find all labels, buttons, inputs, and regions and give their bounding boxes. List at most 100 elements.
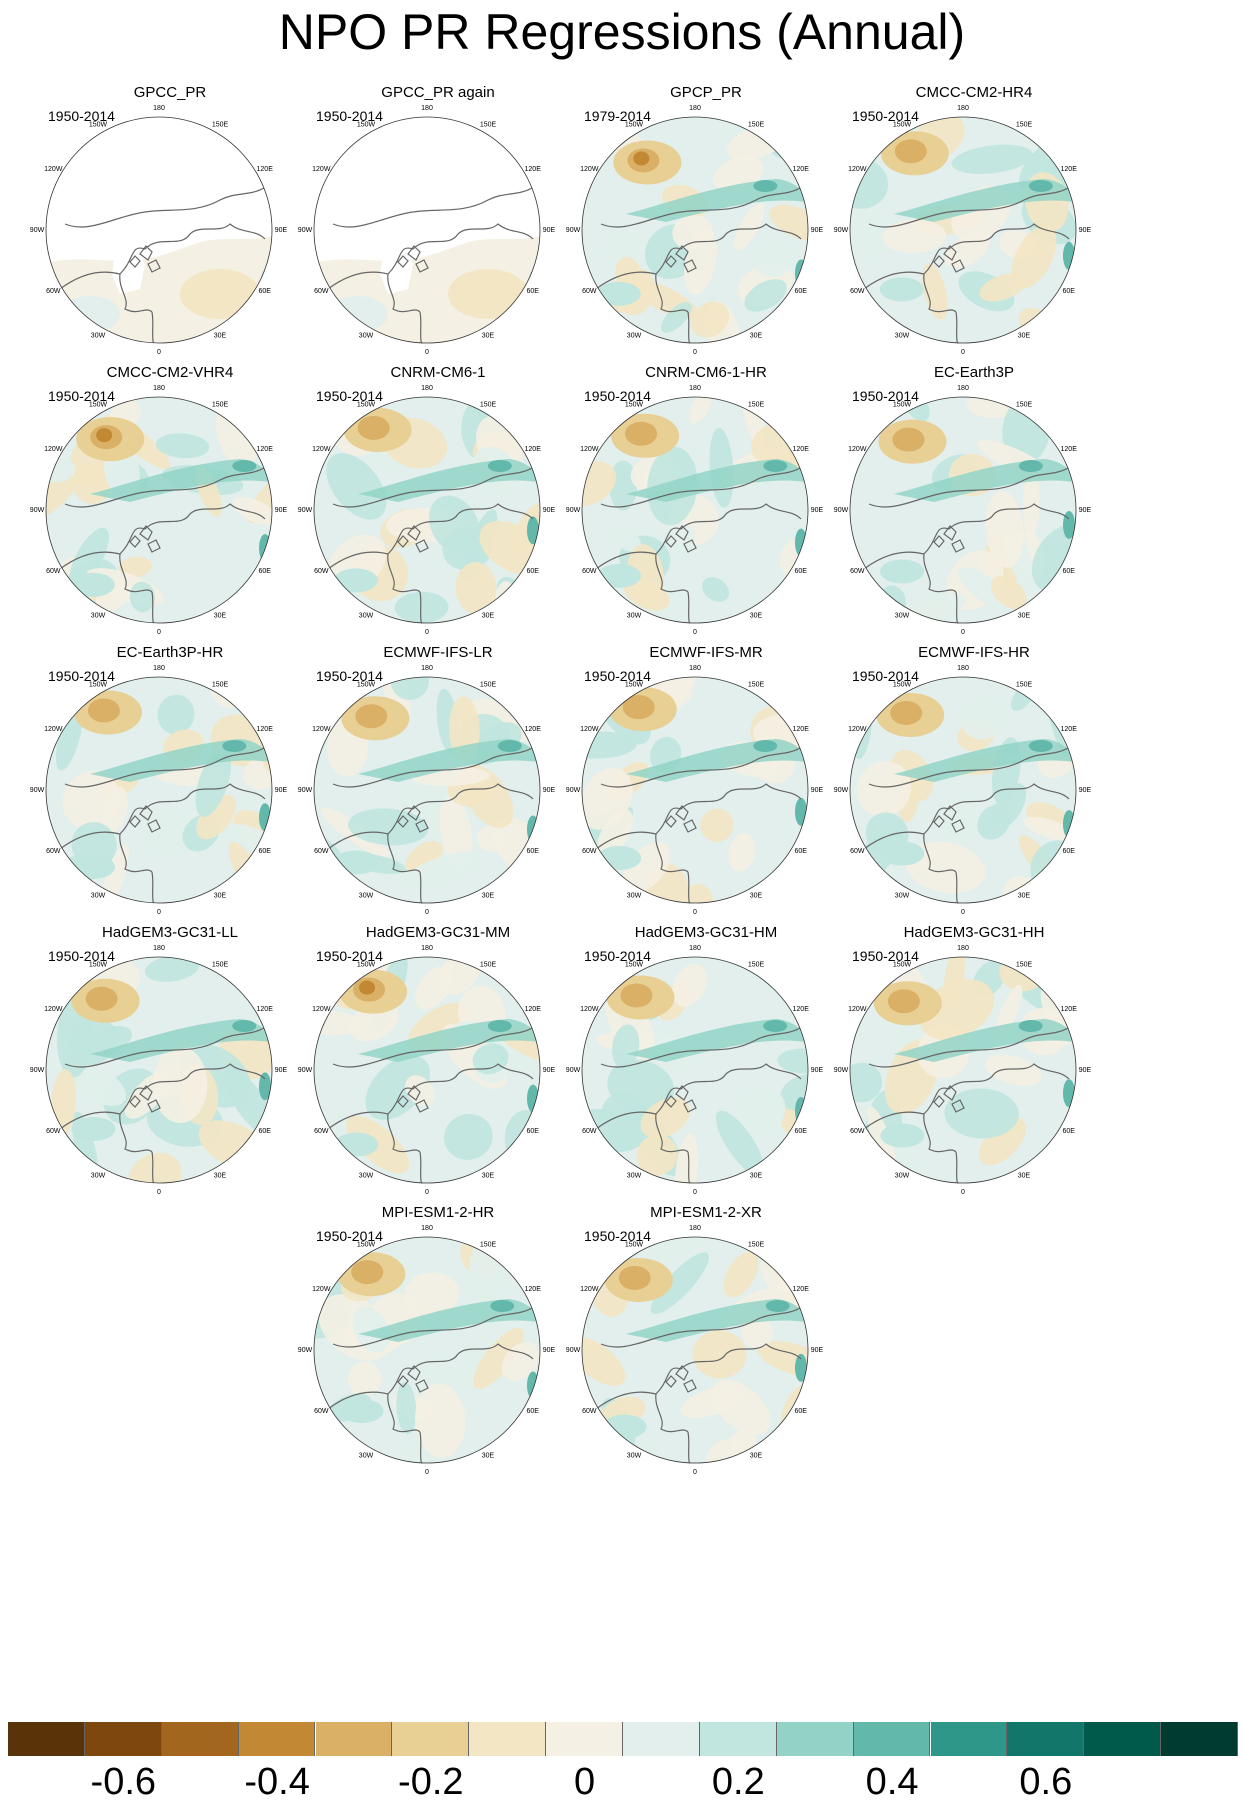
colorbar-swatch <box>238 1722 316 1756</box>
longitude-label: 150E <box>748 401 765 408</box>
panel-title: MPI-ESM1-2-XR <box>650 1204 762 1221</box>
longitude-label: 180 <box>957 385 969 392</box>
panel-title: CNRM-CM6-1 <box>390 364 486 381</box>
longitude-label: 60E <box>794 1408 807 1415</box>
polar-map: 180 150E 120E 90E 60E 30E 0 30W 60W 90W 120W 150W <box>298 105 556 356</box>
map-panel: ECMWF-IFS-MR 1950-2014 180 150E 120E 90E 60E 30… <box>556 644 856 964</box>
longitude-label: 120E <box>525 1286 542 1293</box>
panel-title: HadGEM3-GC31-MM <box>365 924 511 941</box>
longitude-label: 120E <box>525 726 542 733</box>
longitude-label: 30E <box>1018 1173 1031 1180</box>
longitude-label: 120E <box>525 166 542 173</box>
polar-map: 180 150E 120E 90E 60E 30E 0 30W 60W 90W 120W 150W <box>566 385 824 636</box>
panel-title: MPI-ESM1-2-HR <box>381 1204 495 1221</box>
longitude-label: 90E <box>1079 1067 1092 1074</box>
map-panel: EC-Earth3P 1950-2014 180 150E 120E 90E 60E 30E 0… <box>824 364 1124 684</box>
longitude-label: 0 <box>693 629 697 636</box>
longitude-label: 90E <box>1079 227 1092 234</box>
longitude-label: 30W <box>895 333 910 340</box>
longitude-label: 150E <box>480 961 497 968</box>
longitude-label: 180 <box>957 945 969 952</box>
longitude-label: 90E <box>275 227 288 234</box>
longitude-label: 30E <box>1018 893 1031 900</box>
longitude-label: 60W <box>582 568 597 575</box>
longitude-label: 60E <box>258 288 271 295</box>
map-panels-grid: GPCC_PR 1950-2014 180 150E 120E 90E 60E 30E 0 30W… <box>20 84 1124 1476</box>
colorbar-swatch <box>546 1722 623 1756</box>
polar-map: 180 150E 120E 90E 60E 30E 0 30W 60W 90W 120W 150W <box>834 105 1092 356</box>
longitude-label: 30E <box>750 1453 763 1460</box>
longitude-label: 30W <box>627 1453 642 1460</box>
longitude-label: 120E <box>257 1006 274 1013</box>
longitude-label: 0 <box>961 909 965 916</box>
longitude-label: 120W <box>44 166 63 173</box>
longitude-label: 150W <box>357 401 376 408</box>
polar-map: 180 150E 120E 90E 60E 30E 0 30W 60W 90W 120W 150W <box>566 105 824 356</box>
longitude-label: 90W <box>566 1347 581 1354</box>
map-boundary <box>849 116 1077 344</box>
longitude-label: 180 <box>153 945 165 952</box>
colorbar-swatch <box>469 1722 547 1756</box>
panel-period: 1950-2014 <box>48 668 115 684</box>
longitude-label: 60W <box>314 848 329 855</box>
longitude-label: 180 <box>957 105 969 112</box>
panel-period: 1950-2014 <box>852 948 919 964</box>
panel-period: 1950-2014 <box>48 108 115 124</box>
longitude-label: 60E <box>258 848 271 855</box>
panel-title: GPCC_PR again <box>381 84 495 101</box>
polar-map: 180 150E 120E 90E 60E 30E 0 30W 60W 90W 120W 150W <box>30 385 288 636</box>
longitude-label: 120W <box>580 726 599 733</box>
longitude-label: 90E <box>543 227 556 234</box>
longitude-label: 60E <box>258 1128 271 1135</box>
map-panel: GPCP_PR 1979-2014 180 150E 120E 90E 60E 30E 0 30W… <box>556 84 856 404</box>
longitude-label: 90E <box>1079 787 1092 794</box>
longitude-label: 60E <box>794 1128 807 1135</box>
longitude-label: 0 <box>425 1189 429 1196</box>
polar-map: 180 150E 120E 90E 60E 30E 0 30W 60W 90W 120W 150W <box>30 945 288 1196</box>
longitude-label: 150E <box>212 961 229 968</box>
longitude-label: 120W <box>580 1286 599 1293</box>
map-panel: HadGEM3-GC31-HM 1950-2014 180 150E 120E 90E 60… <box>556 924 856 1244</box>
longitude-label: 0 <box>425 1469 429 1476</box>
longitude-label: 30E <box>750 1173 763 1180</box>
longitude-label: 0 <box>157 1189 161 1196</box>
longitude-label: 30W <box>627 893 642 900</box>
longitude-label: 150W <box>893 401 912 408</box>
longitude-label: 150W <box>625 681 644 688</box>
longitude-label: 90E <box>275 1067 288 1074</box>
map-boundary <box>313 956 541 1184</box>
longitude-label: 90E <box>275 507 288 514</box>
longitude-label: 180 <box>421 105 433 112</box>
longitude-label: 60E <box>258 568 271 575</box>
longitude-label: 30E <box>1018 613 1031 620</box>
longitude-label: 120E <box>257 726 274 733</box>
longitude-label: 180 <box>421 1225 433 1232</box>
longitude-label: 90E <box>543 507 556 514</box>
longitude-label: 60W <box>582 288 597 295</box>
map-boundary <box>849 676 1077 904</box>
longitude-label: 60E <box>526 288 539 295</box>
longitude-label: 30E <box>482 333 495 340</box>
longitude-label: 90W <box>298 1067 313 1074</box>
longitude-label: 90W <box>566 227 581 234</box>
longitude-label: 60W <box>46 288 61 295</box>
longitude-label: 180 <box>689 665 701 672</box>
longitude-label: 90E <box>811 787 824 794</box>
map-boundary <box>581 1236 809 1464</box>
map-panel: CMCC-CM2-VHR4 1950-2014 180 150E 120E 90E 60E 3… <box>20 364 320 684</box>
map-boundary <box>581 116 809 344</box>
longitude-label: 180 <box>689 945 701 952</box>
longitude-label: 30W <box>895 1173 910 1180</box>
map-boundary <box>581 676 809 904</box>
map-panel: ECMWF-IFS-HR 1950-2014 180 150E 120E 90E 60E 30… <box>824 644 1124 964</box>
panel-period: 1950-2014 <box>316 388 383 404</box>
longitude-label: 60W <box>582 848 597 855</box>
longitude-label: 120W <box>312 726 331 733</box>
polar-map: 180 150E 120E 90E 60E 30E 0 30W 60W 90W 120W 150W <box>566 945 824 1196</box>
panel-title: GPCC_PR <box>133 84 207 101</box>
colorbar-tick-label: 0.4 <box>865 1761 919 1803</box>
longitude-label: 60W <box>850 288 865 295</box>
longitude-label: 120E <box>1061 1006 1078 1013</box>
map-panel: ECMWF-IFS-LR 1950-2014 180 150E 120E 90E 60E 30… <box>288 644 588 964</box>
longitude-label: 0 <box>961 629 965 636</box>
